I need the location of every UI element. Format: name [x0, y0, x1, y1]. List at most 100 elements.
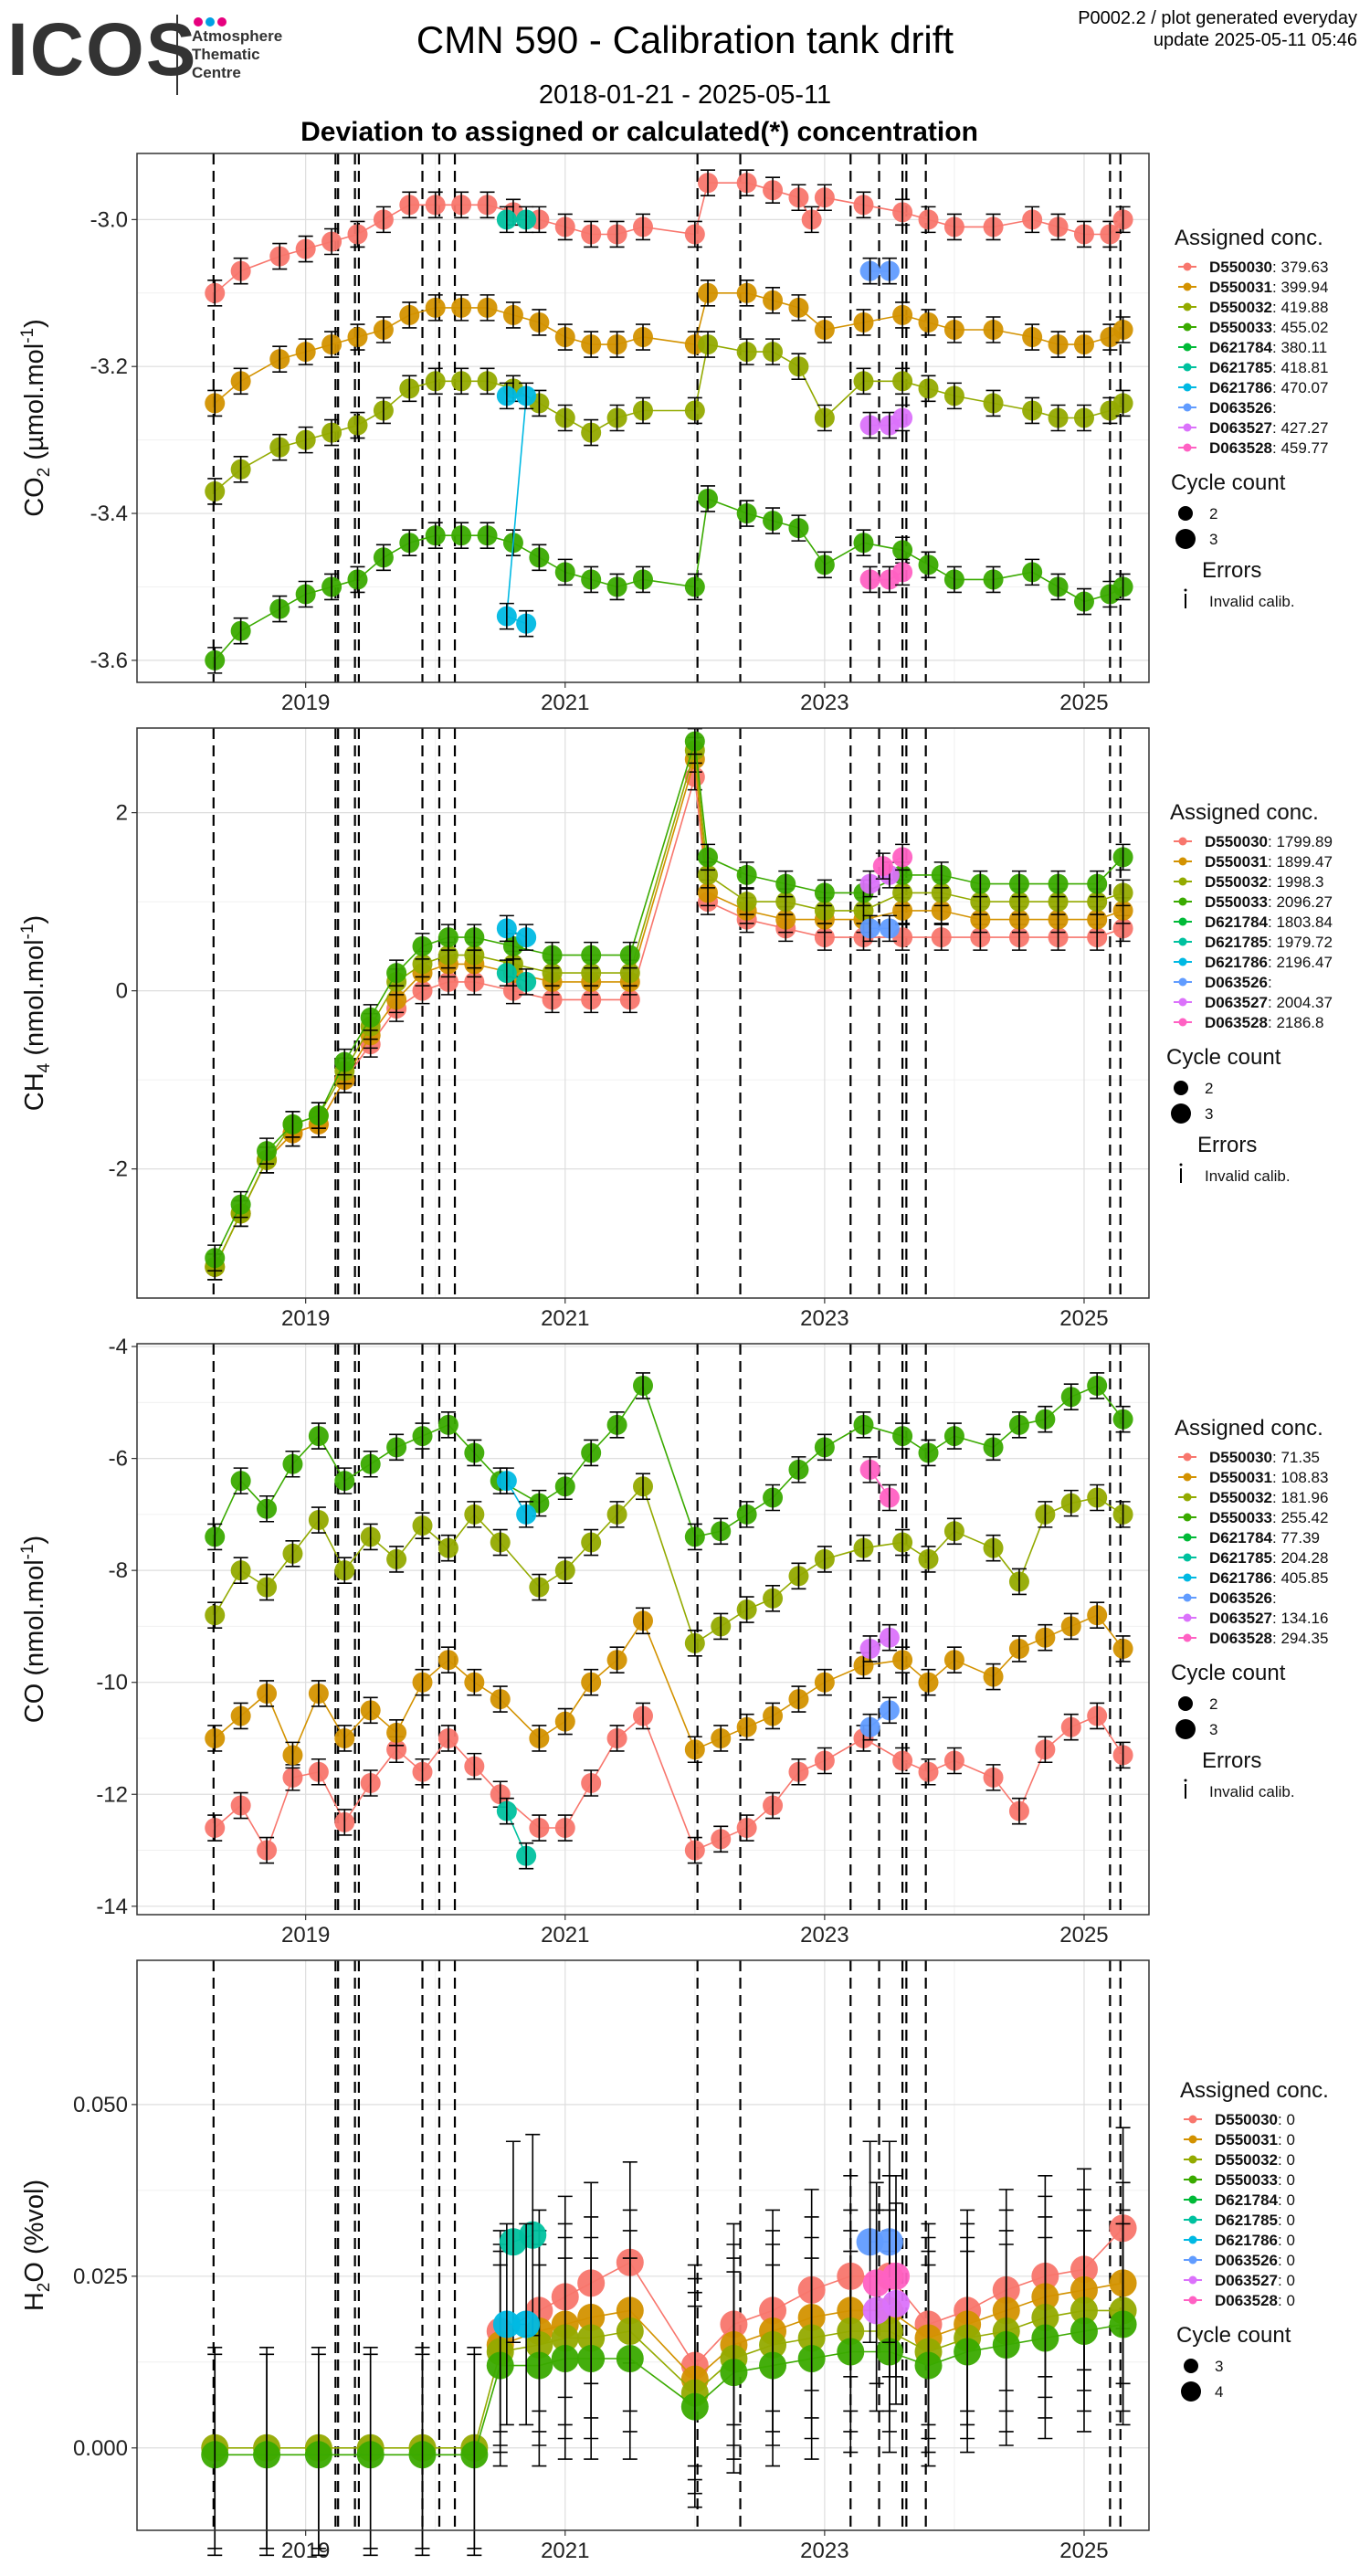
x-tick-label: 2021 [541, 1306, 589, 1331]
x-tick-label: 2025 [1059, 691, 1108, 715]
cycle-size-key [1174, 1081, 1188, 1095]
legend-entry: D063528: 459.77 [1209, 439, 1328, 457]
legend-entry: D550031: 1899.47 [1205, 853, 1333, 871]
legend-entry: D550032: 1998.3 [1205, 873, 1323, 891]
legend-entry: D550032: 181.96 [1209, 1489, 1328, 1506]
legend-panel-3: Assigned conc. D550030: 71.35 D550031: 108… [1171, 1416, 1328, 1800]
legend-key-dot [1178, 957, 1187, 966]
legend-entry: D063526: 0 [1215, 2252, 1295, 2269]
legend-key-dot [1183, 1452, 1192, 1462]
error-key-dot [1184, 588, 1187, 592]
legend-key-dot [1188, 2155, 1197, 2164]
legend-key-dot [1178, 877, 1187, 886]
legend-key-dot [1188, 2255, 1197, 2265]
y-axis-label: CO (nmol.mol-1) [18, 1536, 49, 1723]
legend-key-dot [1183, 1473, 1192, 1482]
legend-entry: D550031: 399.94 [1209, 279, 1328, 296]
legend-entry: D063528: 0 [1215, 2292, 1295, 2309]
cycle-size-key [1178, 1696, 1193, 1711]
legend-entry: D550033: 255.42 [1209, 1509, 1328, 1526]
series-line-D550032 [214, 750, 1123, 1268]
legend-key-dot [1188, 2296, 1197, 2305]
legend-panel-1: Assigned conc. D550030: 379.63 D550031: 39… [1171, 226, 1328, 610]
x-tick-label: 2021 [541, 1923, 589, 1948]
legend-entry: D063527: 2004.37 [1205, 994, 1333, 1011]
legend-key-dot [1183, 1613, 1192, 1622]
y-tick-label: 0.025 [73, 2265, 128, 2289]
x-tick-label: 2025 [1059, 1306, 1108, 1331]
legend-entry: D550032: 419.88 [1209, 299, 1328, 316]
legend-entry: D621786: 405.85 [1209, 1569, 1328, 1587]
icos-logo: ICOS [7, 8, 198, 91]
cycle-size-key [1175, 529, 1196, 549]
x-tick-label: 2023 [800, 691, 848, 715]
logo-subtitle: Atmosphere Thematic Centre [192, 27, 283, 81]
legend-key-dot [1178, 917, 1187, 926]
legend-entry: D621786: 0 [1215, 2232, 1295, 2249]
errors-title: Errors [1197, 1133, 1257, 1157]
errors-title: Errors [1202, 558, 1261, 583]
legend-entry: D621784: 1803.84 [1205, 913, 1333, 931]
y-tick-label: -2 [109, 1157, 128, 1182]
legend-entry: D063526: [1209, 1589, 1277, 1607]
legend-key-dot [1183, 383, 1192, 392]
y-tick-label: -4 [109, 1335, 128, 1359]
legend-key-dot [1178, 837, 1187, 846]
chart-panel-2: 2 0 -2 2019 2021 2023 2025 CH4 (nmol.mol-1) [18, 727, 1150, 1331]
plot-id-text: P0002.2 / plot generated everyday [1078, 8, 1357, 28]
page-title: CMN 590 - Calibration tank drift [416, 18, 954, 61]
cycle-size-key [1181, 2381, 1201, 2402]
legend-entry: D063528: 2186.8 [1205, 1014, 1323, 1031]
x-tick-label: 2019 [281, 1923, 330, 1948]
legend-entry: D621785: 1979.72 [1205, 934, 1333, 951]
x-tick-label: 2019 [281, 1306, 330, 1331]
legend-entry: D063526: [1205, 974, 1272, 991]
y-tick-label: -3.0 [90, 207, 128, 232]
error-key-dot [1179, 1163, 1183, 1167]
y-tick-label: 0.050 [73, 2093, 128, 2117]
legend-entry: D621784: 380.11 [1209, 339, 1327, 356]
legend-title: Assigned conc. [1175, 226, 1323, 250]
chart-panel-3: -4 -6 -8 -10 -12 -14 2019 2021 2023 2025 CO (nmol.… [18, 1335, 1150, 1948]
legend-entry: D621784: 0 [1215, 2191, 1295, 2209]
x-tick-label: 2021 [541, 2539, 589, 2563]
legend-key-dot [1188, 2215, 1197, 2224]
date-range: 2018-01-21 - 2025-05-11 [538, 80, 832, 110]
legend-entry: D550030: 71.35 [1209, 1449, 1320, 1466]
legend-key-dot [1183, 443, 1192, 452]
legend-entry: D550031: 0 [1215, 2131, 1295, 2148]
cycle-count-label: 3 [1209, 531, 1217, 548]
legend-entry: D063526: [1209, 399, 1277, 417]
legend-key-dot [1183, 423, 1192, 432]
x-tick-label: 2019 [281, 2539, 330, 2563]
plot-frame [136, 1343, 1150, 1916]
update-timestamp: update 2025-05-11 05:46 [1153, 30, 1357, 50]
cycle-count-title: Cycle count [1171, 1661, 1286, 1685]
y-tick-label: -3.2 [90, 354, 128, 379]
legend-entry: D063527: 427.27 [1209, 419, 1328, 437]
cycle-count-label: 2 [1209, 1695, 1217, 1713]
legend-title: Assigned conc. [1180, 2078, 1329, 2103]
x-tick-label: 2023 [800, 2539, 848, 2563]
series-line-D550031 [214, 758, 1123, 1268]
legend-panel-4: Assigned conc. D550030: 0 D550031: 0 D55003… [1176, 2078, 1329, 2402]
legend-key-dot [1183, 282, 1192, 291]
cycle-count-label: 3 [1205, 1105, 1213, 1123]
errors-entry: Invalid calib. [1209, 1783, 1295, 1800]
legend-key-dot [1183, 1553, 1192, 1562]
cycle-count-label: 3 [1209, 1721, 1217, 1738]
legend-title: Assigned conc. [1175, 1416, 1323, 1441]
cycle-count-label: 3 [1215, 2358, 1223, 2375]
cycle-size-key [1175, 1719, 1196, 1739]
y-axis-label: CO2 (µmol.mol-1) [18, 319, 54, 517]
plot-frame [136, 1959, 1150, 2531]
errors-entry: Invalid calib. [1205, 1167, 1291, 1185]
legend-entry: D550033: 2096.27 [1205, 893, 1333, 911]
cycle-count-title: Cycle count [1176, 2323, 1291, 2348]
legend-entry: D621785: 204.28 [1209, 1549, 1328, 1567]
x-tick-label: 2021 [541, 691, 589, 715]
legend-key-dot [1183, 322, 1192, 332]
legend-key-dot [1188, 2275, 1197, 2285]
errors-title: Errors [1202, 1748, 1261, 1773]
y-tick-label: -12 [96, 1782, 128, 1807]
